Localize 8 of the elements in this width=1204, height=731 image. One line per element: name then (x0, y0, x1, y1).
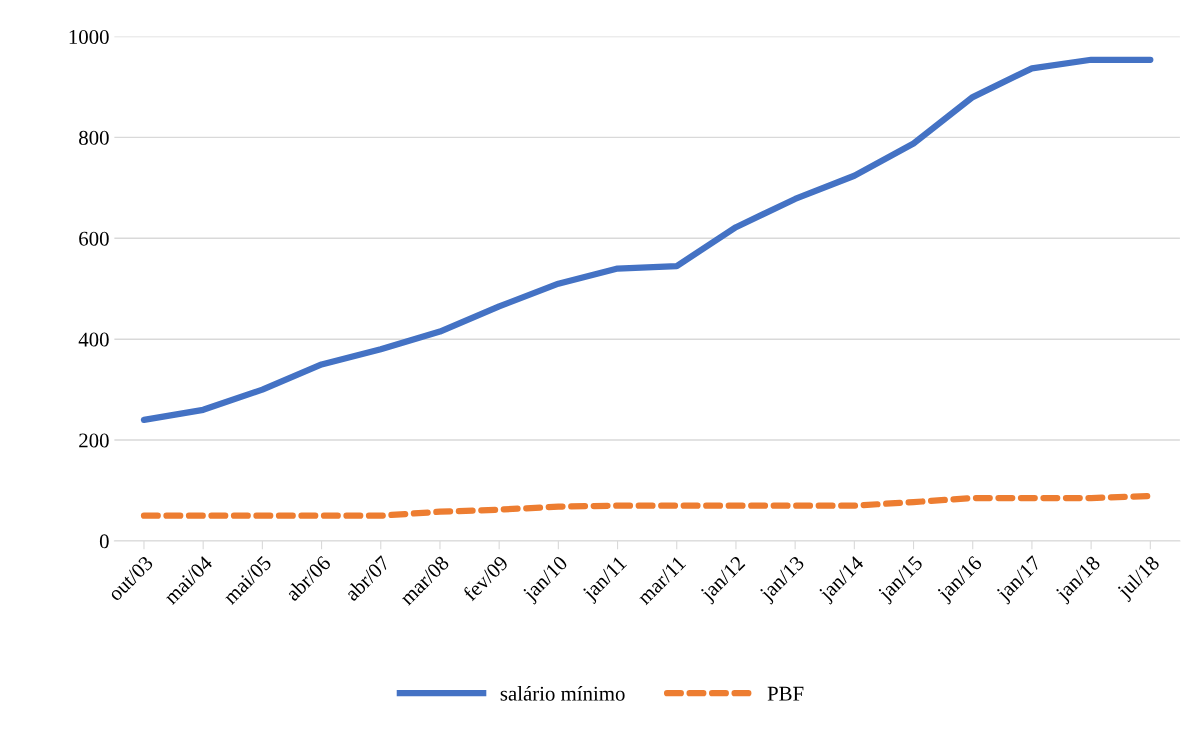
y-tick-label: 1000 (69, 29, 109, 44)
legend-label: salário mínimo (500, 686, 625, 701)
y-tick-label: 200 (79, 433, 109, 448)
y-tick-label: 400 (78, 332, 109, 347)
y-tick-label: 0 (99, 534, 109, 549)
y-tick-label: 600 (79, 231, 109, 246)
legend-label: PBF (767, 686, 804, 701)
y-tick-label: 800 (79, 130, 109, 145)
